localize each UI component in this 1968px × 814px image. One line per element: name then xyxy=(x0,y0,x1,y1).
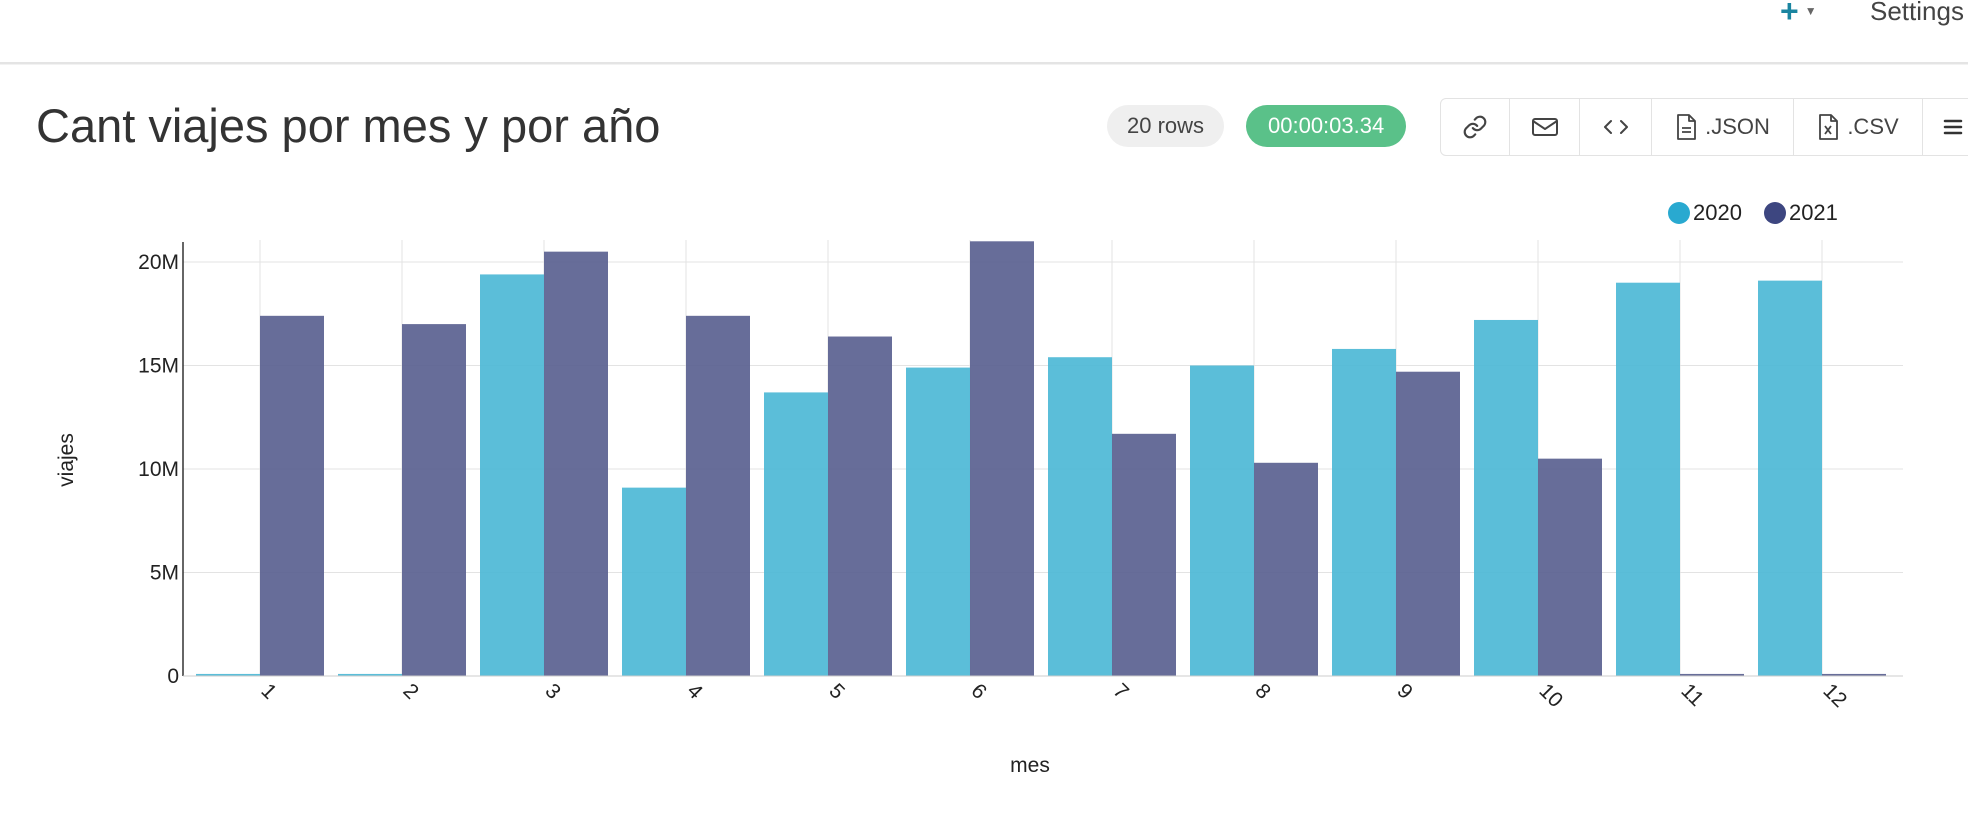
bar-2021-1 xyxy=(260,315,324,676)
x-tick-label: 6 xyxy=(966,679,991,704)
page-title: Cant viajes por mes y por año xyxy=(36,99,661,152)
bar-2020-12 xyxy=(1758,280,1822,676)
bar-2020-7 xyxy=(1048,357,1112,676)
bar-2021-8 xyxy=(1254,462,1318,676)
bar-2021-6 xyxy=(970,241,1034,677)
embed-code-button[interactable] xyxy=(1580,99,1652,155)
bar-2021-3 xyxy=(544,251,608,676)
y-tick-label: 20M xyxy=(138,251,179,274)
menu-icon xyxy=(1942,117,1964,137)
x-axis-title: mes xyxy=(1010,754,1050,777)
link-icon xyxy=(1462,114,1488,140)
share-email-button[interactable] xyxy=(1510,99,1580,155)
x-tick-label: 4 xyxy=(682,679,707,704)
bar-2021-12 xyxy=(1822,673,1886,676)
bar-2020-6 xyxy=(906,367,970,676)
bar-2020-4 xyxy=(622,487,686,676)
code-icon xyxy=(1602,115,1630,139)
csv-file-icon xyxy=(1817,113,1839,141)
chart-legend: 2020 2021 xyxy=(1668,200,1838,226)
bar-2021-11 xyxy=(1680,673,1744,676)
x-tick-label: 5 xyxy=(824,679,849,704)
add-new-button[interactable]: + ▼ xyxy=(1780,0,1817,29)
bar-2021-5 xyxy=(828,336,892,676)
settings-menu[interactable]: Settings xyxy=(1870,0,1964,26)
navbar-divider xyxy=(0,64,1968,65)
bar-2020-11 xyxy=(1616,282,1680,676)
x-tick-label: 8 xyxy=(1250,679,1275,704)
bar-2020-8 xyxy=(1190,365,1254,676)
legend-marker-2020 xyxy=(1668,202,1690,224)
x-tick-label: 12 xyxy=(1818,679,1851,712)
legend-marker-2021 xyxy=(1763,202,1786,224)
chart-actions-toolbar: .JSON .CSV xyxy=(1440,98,1968,156)
x-tick-label: 3 xyxy=(540,679,565,704)
bar-2021-2 xyxy=(402,324,466,676)
more-options-button[interactable] xyxy=(1923,99,1968,155)
bar-2021-10 xyxy=(1538,458,1602,676)
legend-label-2020: 2020 xyxy=(1693,200,1742,225)
y-tick-label: 0 xyxy=(167,665,179,688)
y-tick-label: 5M xyxy=(150,562,179,585)
top-navbar: + ▼ Settings xyxy=(0,0,1968,64)
query-time-badge: 00:00:03.34 xyxy=(1246,105,1407,147)
row-count-badge: 20 rows xyxy=(1107,105,1225,147)
bar-2021-9 xyxy=(1396,371,1460,676)
x-tick-label: 2 xyxy=(398,679,423,704)
x-tick-label: 10 xyxy=(1534,679,1567,712)
export-csv-label: .CSV xyxy=(1847,114,1899,139)
plus-icon: + xyxy=(1780,0,1799,29)
x-tick-label: 7 xyxy=(1108,679,1133,704)
bar-2020-3 xyxy=(480,274,544,676)
y-axis-title: viajes xyxy=(55,433,78,487)
legend-item-2020[interactable]: 2020 xyxy=(1668,200,1742,226)
export-json-button[interactable]: .JSON xyxy=(1652,99,1794,155)
x-tick-label: 11 xyxy=(1676,679,1708,711)
y-tick-label: 10M xyxy=(138,458,179,481)
y-tick-label: 15M xyxy=(138,355,179,378)
bar-2021-4 xyxy=(686,315,750,676)
x-tick-label: 9 xyxy=(1392,679,1417,704)
legend-label-2021: 2021 xyxy=(1788,200,1838,225)
file-icon xyxy=(1675,113,1697,141)
bar-2020-10 xyxy=(1474,319,1538,676)
legend-item-2021[interactable]: 2021 xyxy=(1763,200,1838,226)
x-tick-label: 1 xyxy=(256,679,281,704)
export-json-label: .JSON xyxy=(1705,114,1770,139)
caret-down-icon: ▼ xyxy=(1804,4,1817,18)
bar-2021-7 xyxy=(1112,433,1176,676)
bar-2020-9 xyxy=(1332,348,1396,676)
mail-icon xyxy=(1531,115,1559,139)
export-csv-button[interactable]: .CSV xyxy=(1794,99,1923,155)
bar-2020-2 xyxy=(338,673,402,676)
bar-2020-5 xyxy=(764,392,828,676)
copy-link-button[interactable] xyxy=(1441,99,1510,155)
bar-2020-1 xyxy=(196,673,260,676)
